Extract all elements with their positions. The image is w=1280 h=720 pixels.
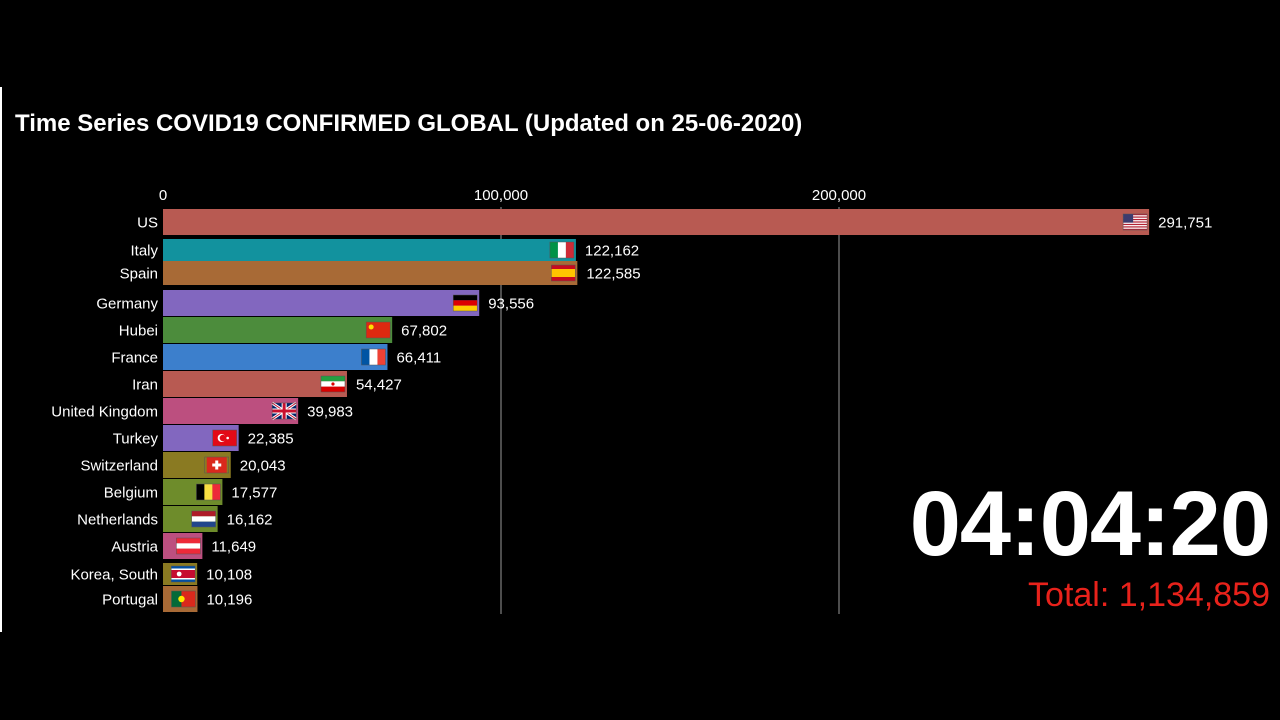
bar-category-label: Korea, South [70,567,158,584]
bar-category-label: Spain [120,266,158,283]
bar-category-label: Netherlands [77,512,158,529]
spain-flag-icon [551,264,576,282]
bar-value-label: 16,162 [227,512,273,529]
bar-value-label: 122,585 [586,266,640,283]
bar-category-label: Italy [130,243,158,260]
china-flag-icon [365,321,391,339]
bar-category-label: Turkey [113,431,159,448]
bar [163,371,347,397]
us-flag-icon [1122,213,1148,231]
bar-value-label: 93,556 [488,296,534,313]
italy-flag-icon [549,241,575,259]
bar-category-label: Belgium [104,485,158,502]
bar-value-label: 11,649 [211,539,256,556]
bar [163,344,388,370]
x-tick-label: 100,000 [474,187,528,204]
france-flag-icon [361,348,386,366]
bar [163,290,480,316]
bar-category-label: US [137,215,158,232]
bar-category-label: United Kingdom [51,404,158,421]
bar-category-label: France [111,350,158,367]
bar-value-label: 10,108 [206,567,252,584]
iran-flag-icon [320,375,346,393]
left-edge-line [0,87,2,632]
bar-category-label: Germany [96,296,158,313]
switzerland-flag-icon [204,456,229,474]
austria-flag-icon [176,537,201,555]
turkey-flag-icon [212,429,237,447]
bar-category-label: Portugal [102,592,158,609]
bar-value-label: 20,043 [240,458,286,475]
bar [163,261,578,285]
bar-category-label: Switzerland [80,458,158,475]
bar-value-label: 22,385 [248,431,294,448]
bar [163,317,393,343]
germany-flag-icon [452,294,478,312]
bar-value-label: 122,162 [585,243,639,260]
bar-category-label: Austria [111,539,158,556]
bar-value-label: 66,411 [396,350,441,367]
bar-value-label: 54,427 [356,377,402,394]
uk-flag-icon [271,401,297,421]
south-korea-flag-icon [170,565,196,583]
bar-value-label: 17,577 [231,485,277,502]
chart-title: Time Series COVID19 CONFIRMED GLOBAL (Up… [15,110,803,137]
bar-value-label: 10,196 [206,592,252,609]
elapsed-clock: 04:04:20 [909,473,1271,575]
portugal-flag-icon [171,590,196,608]
bar-category-label: Iran [132,377,158,394]
bar [163,209,1150,235]
x-tick-label: 200,000 [812,187,866,204]
bar-value-label: 39,983 [307,404,353,421]
x-tick-label: 0 [159,187,167,204]
bar-category-label: Hubei [119,323,158,340]
bar-value-label: 291,751 [1158,215,1212,232]
bar-value-label: 67,802 [401,323,447,340]
total-count: Total: 1,134,859 [1028,576,1270,614]
netherlands-flag-icon [191,510,216,528]
belgium-flag-icon [196,483,221,501]
bar [163,239,576,261]
